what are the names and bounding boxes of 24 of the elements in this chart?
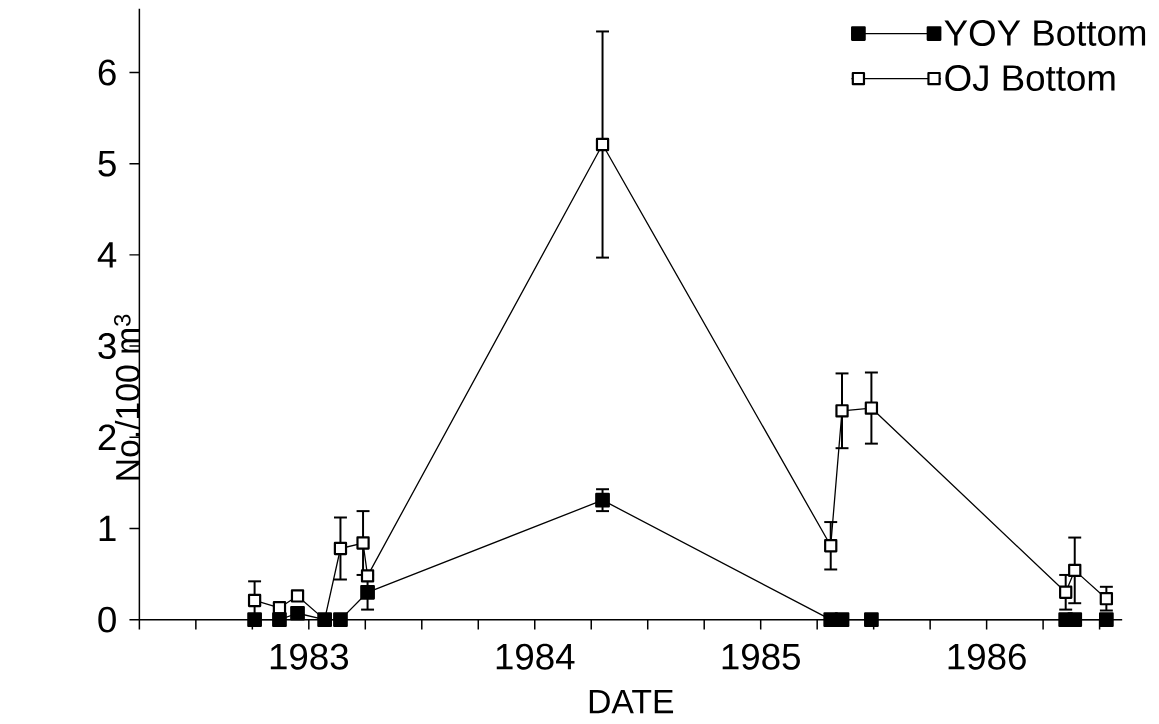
x-tick-label: 1984: [496, 643, 575, 670]
y-tick-label: 1: [99, 516, 116, 542]
point: [333, 612, 348, 628]
y-tick-label: 2: [98, 424, 116, 451]
point: [834, 612, 850, 628]
legend-label: OJ Bottom: [945, 65, 1115, 92]
y-tick-label: 4: [97, 242, 117, 268]
point: [1098, 612, 1114, 628]
point: [247, 612, 262, 628]
point: [360, 585, 375, 600]
point: [290, 589, 305, 603]
x-tick-label: 1986: [948, 643, 1026, 670]
point: [290, 606, 305, 621]
x-tick-label: 1983: [270, 643, 348, 670]
x-axis-title: DATE: [589, 690, 674, 714]
y-tick-label: 6: [98, 59, 116, 86]
y-tick-label: 5: [98, 151, 116, 177]
legend-label: YOY Bottom: [944, 20, 1146, 47]
point: [1067, 612, 1083, 628]
point: [272, 612, 287, 628]
x-tick-label: 1985: [722, 643, 800, 670]
point: [595, 493, 610, 508]
y-tick-label: 0: [98, 606, 116, 633]
point: [864, 612, 879, 628]
